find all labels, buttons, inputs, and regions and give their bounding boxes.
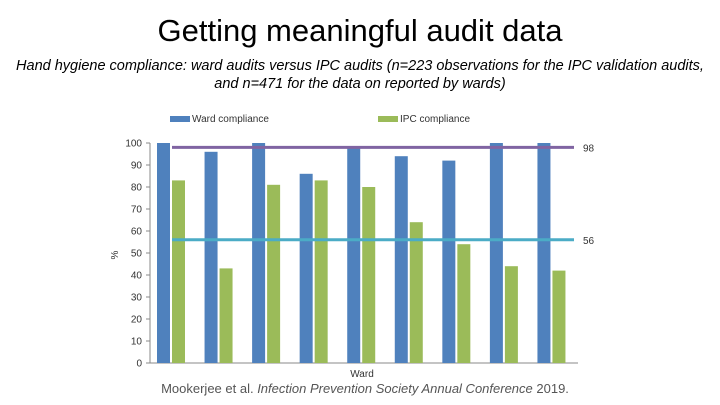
y-tick-label: 80	[131, 183, 143, 194]
y-tick-label: 90	[131, 161, 143, 172]
y-tick-label: 30	[131, 293, 143, 304]
citation-source: Infection Prevention Society Annual Conf…	[257, 381, 533, 396]
y-tick-label: 40	[131, 271, 143, 282]
legend-swatch-1	[170, 116, 190, 122]
y-axis: 0 10 20 30 40 50 60 70 80 90 100	[125, 139, 578, 370]
ward-compliance-bar-4	[299, 173, 313, 363]
ward-compliance-bar-6	[394, 156, 408, 363]
ipc-compliance-bar-8	[504, 266, 518, 363]
y-tick-label: 60	[131, 227, 143, 238]
y-tick-label: 10	[131, 337, 143, 348]
legend-label-1: Ward compliance	[192, 114, 269, 125]
legend-label-2: IPC compliance	[400, 114, 470, 125]
ipc-compliance-bar-7	[457, 244, 471, 363]
chart-subtitle: Hand hygiene compliance: ward audits ver…	[10, 57, 710, 93]
ward-compliance-bar-7	[442, 160, 456, 363]
reference-lines: 98 56	[172, 143, 595, 247]
y-tick-label: 0	[136, 359, 142, 370]
citation-year: 2019.	[532, 381, 569, 396]
reference-line-label-56: 56	[583, 236, 595, 247]
reference-line-label-98: 98	[583, 143, 595, 154]
slide-title: Getting meaningful audit data	[157, 13, 563, 48]
ipc-compliance-bar-2	[219, 268, 233, 363]
ward-compliance-bar-5	[347, 147, 361, 363]
ipc-compliance-bar-9	[552, 270, 566, 363]
bars	[157, 143, 566, 363]
legend: Ward compliance IPC compliance	[170, 114, 470, 125]
legend-swatch-2	[378, 116, 398, 122]
subtitle-line-1: Hand hygiene compliance: ward audits ver…	[16, 58, 704, 74]
y-tick-label: 70	[131, 205, 143, 216]
ipc-compliance-bar-3	[267, 184, 281, 363]
ward-compliance-bar-8	[489, 143, 503, 363]
ipc-compliance-bar-1	[172, 180, 185, 363]
citation: Mookerjee et al. Infection Prevention So…	[0, 381, 720, 396]
subtitle-line-2: and n=471 for the data on reported by wa…	[214, 76, 506, 92]
ward-compliance-bar-9	[537, 143, 551, 363]
y-tick-label: 50	[131, 249, 143, 260]
y-axis-label: %	[110, 250, 121, 259]
x-axis-label: Ward	[350, 369, 374, 380]
ward-compliance-bar-1	[157, 143, 170, 363]
ipc-compliance-bar-5	[362, 187, 376, 363]
y-tick-label: 100	[125, 139, 142, 150]
citation-author: Mookerjee et al.	[161, 381, 258, 396]
ipc-compliance-bar-6	[409, 222, 423, 363]
ipc-compliance-bar-4	[314, 180, 328, 363]
ward-compliance-bar-3	[252, 143, 266, 363]
ward-compliance-bar-2	[204, 151, 218, 363]
y-tick-label: 20	[131, 315, 143, 326]
